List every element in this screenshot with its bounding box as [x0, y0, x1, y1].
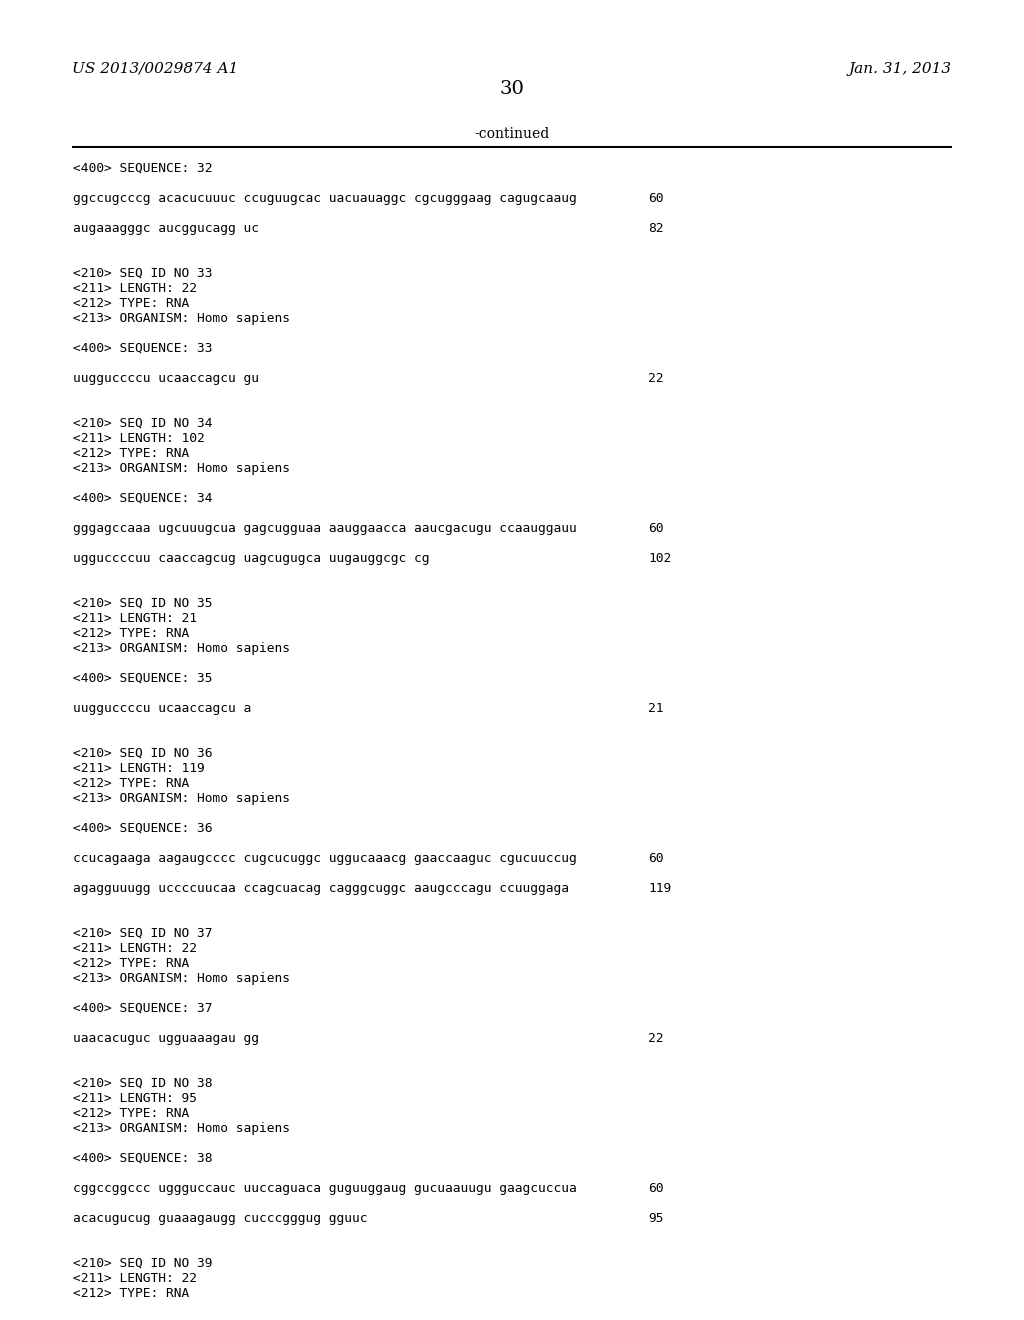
Text: uaacacuguc ugguaaagau gg: uaacacuguc ugguaaagau gg — [73, 1032, 259, 1045]
Text: <212> TYPE: RNA: <212> TYPE: RNA — [73, 957, 189, 970]
Text: <210> SEQ ID NO 36: <210> SEQ ID NO 36 — [73, 747, 213, 760]
Text: ggccugcccg acacucuuuc ccuguugcac uacuauaggc cgcugggaag cagugcaaug: ggccugcccg acacucuuuc ccuguugcac uacuaua… — [73, 191, 577, 205]
Text: Jan. 31, 2013: Jan. 31, 2013 — [849, 62, 952, 77]
Text: <211> LENGTH: 22: <211> LENGTH: 22 — [73, 282, 197, 294]
Text: <210> SEQ ID NO 33: <210> SEQ ID NO 33 — [73, 267, 213, 280]
Text: <212> TYPE: RNA: <212> TYPE: RNA — [73, 777, 189, 789]
Text: <210> SEQ ID NO 37: <210> SEQ ID NO 37 — [73, 927, 213, 940]
Text: agagguuugg uccccuucaa ccagcuacag cagggcuggc aaugcccagu ccuuggaga: agagguuugg uccccuucaa ccagcuacag cagggcu… — [73, 882, 569, 895]
Text: <400> SEQUENCE: 34: <400> SEQUENCE: 34 — [73, 492, 213, 506]
Text: 60: 60 — [648, 191, 664, 205]
Text: <210> SEQ ID NO 34: <210> SEQ ID NO 34 — [73, 417, 213, 430]
Text: 82: 82 — [648, 222, 664, 235]
Text: <210> SEQ ID NO 35: <210> SEQ ID NO 35 — [73, 597, 213, 610]
Text: 60: 60 — [648, 851, 664, 865]
Text: uugguccccu ucaaccagcu gu: uugguccccu ucaaccagcu gu — [73, 372, 259, 385]
Text: 30: 30 — [500, 81, 524, 98]
Text: 102: 102 — [648, 552, 672, 565]
Text: <211> LENGTH: 102: <211> LENGTH: 102 — [73, 432, 205, 445]
Text: -continued: -continued — [474, 127, 550, 141]
Text: augaaagggc aucggucagg uc: augaaagggc aucggucagg uc — [73, 222, 259, 235]
Text: <213> ORGANISM: Homo sapiens: <213> ORGANISM: Homo sapiens — [73, 792, 290, 805]
Text: <211> LENGTH: 119: <211> LENGTH: 119 — [73, 762, 205, 775]
Text: gggagccaaa ugcuuugcua gagcugguaa aauggaacca aaucgacugu ccaauggauu: gggagccaaa ugcuuugcua gagcugguaa aauggaa… — [73, 521, 577, 535]
Text: 60: 60 — [648, 1181, 664, 1195]
Text: <212> TYPE: RNA: <212> TYPE: RNA — [73, 447, 189, 459]
Text: <211> LENGTH: 95: <211> LENGTH: 95 — [73, 1092, 197, 1105]
Text: <211> LENGTH: 22: <211> LENGTH: 22 — [73, 942, 197, 954]
Text: <213> ORGANISM: Homo sapiens: <213> ORGANISM: Homo sapiens — [73, 972, 290, 985]
Text: 60: 60 — [648, 521, 664, 535]
Text: <400> SEQUENCE: 37: <400> SEQUENCE: 37 — [73, 1002, 213, 1015]
Text: <400> SEQUENCE: 32: <400> SEQUENCE: 32 — [73, 162, 213, 176]
Text: 22: 22 — [648, 372, 664, 385]
Text: uugguccccu ucaaccagcu a: uugguccccu ucaaccagcu a — [73, 702, 251, 715]
Text: US 2013/0029874 A1: US 2013/0029874 A1 — [72, 62, 239, 77]
Text: <400> SEQUENCE: 36: <400> SEQUENCE: 36 — [73, 822, 213, 836]
Text: <212> TYPE: RNA: <212> TYPE: RNA — [73, 627, 189, 640]
Text: <213> ORGANISM: Homo sapiens: <213> ORGANISM: Homo sapiens — [73, 462, 290, 475]
Text: <210> SEQ ID NO 39: <210> SEQ ID NO 39 — [73, 1257, 213, 1270]
Text: <400> SEQUENCE: 33: <400> SEQUENCE: 33 — [73, 342, 213, 355]
Text: <210> SEQ ID NO 38: <210> SEQ ID NO 38 — [73, 1077, 213, 1090]
Text: <212> TYPE: RNA: <212> TYPE: RNA — [73, 1107, 189, 1119]
Text: <212> TYPE: RNA: <212> TYPE: RNA — [73, 297, 189, 310]
Text: <212> TYPE: RNA: <212> TYPE: RNA — [73, 1287, 189, 1300]
Text: <400> SEQUENCE: 35: <400> SEQUENCE: 35 — [73, 672, 213, 685]
Text: <211> LENGTH: 22: <211> LENGTH: 22 — [73, 1272, 197, 1284]
Text: <213> ORGANISM: Homo sapiens: <213> ORGANISM: Homo sapiens — [73, 312, 290, 325]
Text: 119: 119 — [648, 882, 672, 895]
Text: ugguccccuu caaccagcug uagcugugca uugauggcgc cg: ugguccccuu caaccagcug uagcugugca uugaugg… — [73, 552, 429, 565]
Text: 21: 21 — [648, 702, 664, 715]
Text: <213> ORGANISM: Homo sapiens: <213> ORGANISM: Homo sapiens — [73, 642, 290, 655]
Text: <213> ORGANISM: Homo sapiens: <213> ORGANISM: Homo sapiens — [73, 1122, 290, 1135]
Text: ccucagaaga aagaugcccc cugcucuggc uggucaaacg gaaccaaguc cgucuuccug: ccucagaaga aagaugcccc cugcucuggc uggucaa… — [73, 851, 577, 865]
Text: 22: 22 — [648, 1032, 664, 1045]
Text: acacugucug guaaagaugg cucccgggug gguuc: acacugucug guaaagaugg cucccgggug gguuc — [73, 1212, 368, 1225]
Text: 95: 95 — [648, 1212, 664, 1225]
Text: <400> SEQUENCE: 38: <400> SEQUENCE: 38 — [73, 1152, 213, 1166]
Text: <211> LENGTH: 21: <211> LENGTH: 21 — [73, 612, 197, 624]
Text: cggccggccc uggguccauc uuccaguaca guguuggaug gucuaauugu gaagcuccua: cggccggccc uggguccauc uuccaguaca guguugg… — [73, 1181, 577, 1195]
